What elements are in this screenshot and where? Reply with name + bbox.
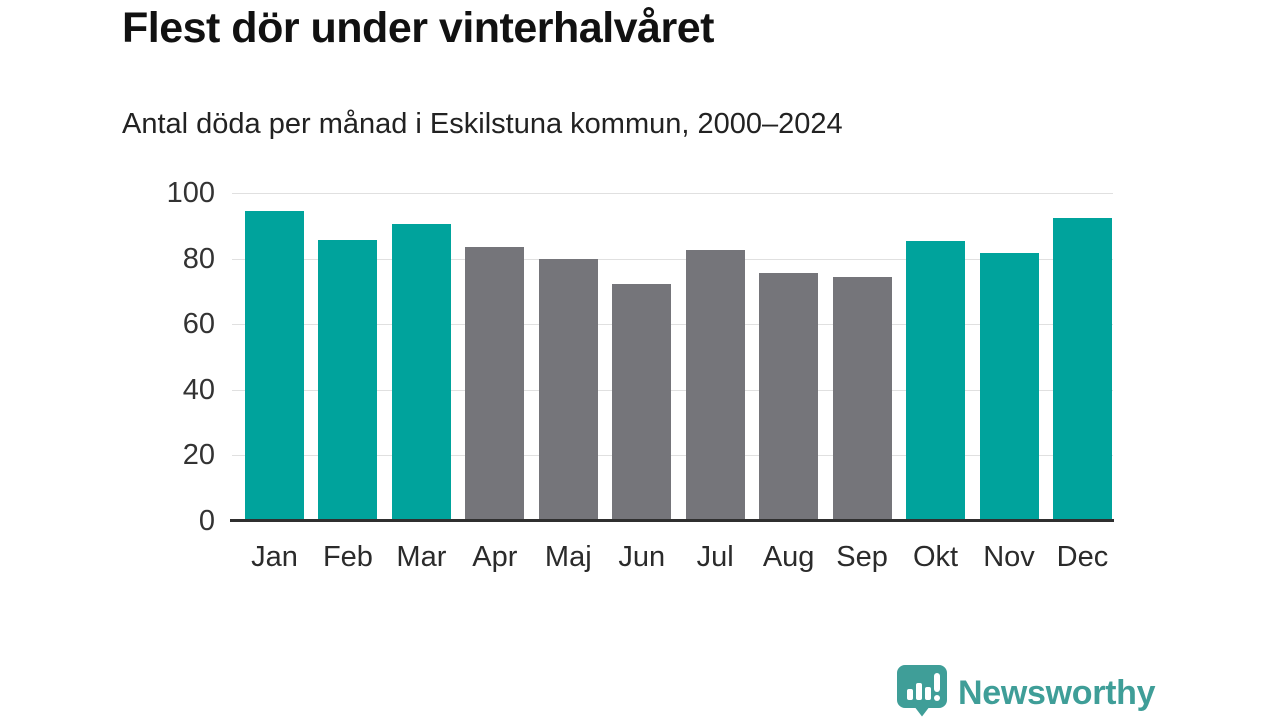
gridline-100 (232, 193, 1113, 194)
x-tick-label-okt: Okt (912, 541, 959, 573)
bar-okt (906, 240, 966, 521)
y-tick-label-80: 80 (182, 242, 215, 275)
y-tick-label-0: 0 (198, 505, 215, 537)
x-tick-label-feb: Feb (322, 541, 373, 573)
x-tick-label-nov: Nov (983, 541, 1035, 573)
brand-name: Newsworthy (958, 673, 1156, 712)
x-tick-label-jul: Jul (696, 541, 734, 573)
gridline-80 (232, 258, 1113, 260)
x-tick-label-sep: Sep (836, 541, 888, 573)
bar-maj (538, 258, 598, 521)
y-tick-label-40: 40 (182, 373, 215, 406)
bar-feb (318, 239, 378, 521)
bar-nov (979, 253, 1039, 521)
chart-subtitle: Antal döda per månad i Eskilstuna kommun… (122, 108, 843, 140)
y-tick-label-60: 60 (182, 308, 215, 341)
plot-area (232, 193, 1113, 521)
x-tick-label-maj: Maj (544, 541, 592, 573)
bar-aug (759, 273, 819, 521)
gridline-20 (232, 455, 1113, 457)
gridline-40 (232, 389, 1113, 391)
gridline-60 (232, 324, 1113, 326)
x-tick-label-mar: Mar (396, 541, 447, 573)
brand-logo: Newsworthy (896, 664, 1156, 720)
chart-title: Flest dör under vinterhalvåret (122, 4, 714, 52)
bar-dec (1052, 217, 1112, 521)
x-tick-label-apr: Apr (472, 541, 518, 573)
x-tick-label-jun: Jun (618, 541, 666, 573)
bar-apr (465, 247, 525, 521)
bar-jan (245, 211, 304, 521)
bar-sep (832, 277, 892, 521)
bar-jun (612, 283, 672, 521)
x-axis-baseline (230, 519, 1114, 522)
bar-mar (391, 223, 451, 521)
x-tick-label-jan: Jan (251, 541, 298, 573)
x-tick-label-dec: Dec (1056, 541, 1109, 573)
y-tick-label-100: 100 (166, 177, 215, 209)
newsworthy-speech-bubble-chart-icon (896, 664, 948, 720)
x-tick-label-aug: Aug (762, 541, 815, 573)
y-tick-label-20: 20 (182, 439, 215, 472)
bar-jul (685, 250, 745, 521)
